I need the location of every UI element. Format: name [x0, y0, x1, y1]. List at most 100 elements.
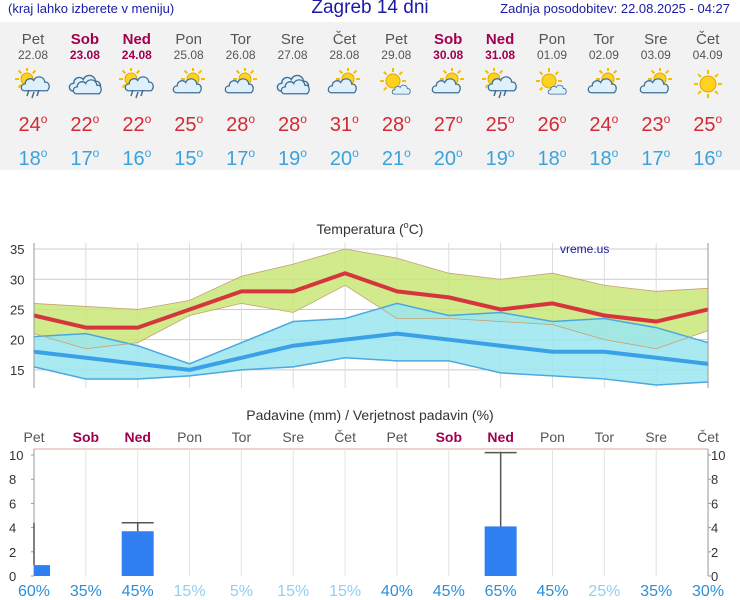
day-name: Pon: [175, 31, 203, 48]
data-point: [188, 308, 191, 311]
data-point: [344, 338, 346, 341]
y-tick-label-right: 6: [711, 496, 718, 511]
y-tick-label: 4: [9, 521, 16, 536]
degree-sign: o: [40, 112, 48, 126]
probability-label: 5%: [230, 583, 253, 600]
y-tick-label: 30: [10, 272, 24, 287]
max-temperature: 24o: [9, 108, 57, 136]
y-tick-label-right: 4: [711, 521, 718, 536]
probability-label: 35%: [640, 583, 672, 600]
day-label: Sre: [282, 429, 304, 445]
y-tick-label: 15: [10, 363, 24, 378]
data-point: [292, 344, 295, 347]
max-temperature: 25o: [476, 108, 524, 136]
max-temperature: 22o: [113, 108, 161, 136]
degree-sign: o: [404, 146, 411, 160]
min-temperature: 16o: [684, 142, 732, 170]
data-point: [85, 326, 87, 329]
min-temperature-value: 17: [226, 148, 249, 170]
degree-sign: o: [352, 146, 359, 160]
day-date: 03.09: [640, 48, 671, 62]
min-temperature-value: 16: [693, 148, 716, 170]
day-label: Tor: [595, 429, 615, 445]
min-temperature-line: [33, 331, 709, 372]
day-column: Sob 23.08 22o 17o: [61, 32, 109, 170]
sun-cloud-rain-icon: [118, 68, 154, 99]
probability-label: 35%: [70, 583, 102, 600]
day-date: 30.08: [433, 48, 464, 62]
day-label: Ned: [124, 429, 150, 445]
probability-label: 15%: [174, 583, 206, 600]
day-date: 26.08: [225, 48, 256, 62]
forecast-band: [0, 22, 740, 170]
min-temperature-value: 16: [122, 148, 145, 170]
max-temperature-value: 24: [18, 114, 41, 136]
day-label: Sob: [73, 429, 99, 445]
y-tick-label: 25: [10, 302, 24, 317]
max-temperature: 28o: [372, 108, 420, 136]
y-tick-label: 35: [10, 242, 24, 257]
max-temperature-range-band: [34, 249, 709, 349]
day-name: Sre: [280, 31, 305, 48]
degree-sign: o: [248, 112, 256, 126]
min-temperature-value: 20: [329, 148, 353, 170]
sun-cloud-icon: [587, 68, 620, 94]
min-temperature-value: 18: [537, 148, 560, 170]
day-date: 24.08: [121, 48, 152, 62]
day-name: Pet: [385, 31, 408, 48]
precipitation-bar: [484, 526, 517, 576]
degree-sign: o: [144, 146, 152, 160]
y-tick-label: 2: [9, 545, 16, 560]
day-column: Sre 03.09 23o 17o: [632, 32, 680, 170]
degree-sign: o: [455, 146, 463, 160]
max-temperature: 25o: [165, 108, 213, 136]
max-range-lower-edge: [33, 284, 709, 350]
cloudy-icon: [68, 74, 102, 95]
day-column: Ned 24.08 22o 16o: [113, 32, 161, 170]
sun-cloud-rain-icon: [15, 68, 50, 99]
day-date: 29.08: [381, 48, 412, 62]
day-date: 27.08: [277, 48, 308, 62]
page-title: Zagreb 14 dni: [311, 0, 429, 18]
sun-cloud-rain-icon: [482, 68, 517, 99]
min-temperature: 19o: [476, 142, 524, 170]
min-temperature-value: 15: [174, 148, 197, 170]
max-temperature: 24o: [580, 108, 628, 136]
day-name: Sre: [644, 31, 668, 48]
min-temperature: 17o: [217, 142, 265, 170]
min-temperature: 20o: [424, 142, 472, 170]
day-name: Čet: [696, 31, 720, 48]
degree-sign: o: [196, 112, 204, 126]
max-temperature: 26o: [528, 108, 576, 136]
max-temperature-value: 24: [589, 114, 612, 136]
day-column: Tor 02.09 24o 18o: [580, 32, 628, 170]
min-temperature-value: 18: [18, 148, 41, 170]
max-temperature: 31o: [320, 108, 368, 136]
degree-sign: o: [404, 112, 411, 126]
min-temperature: 15o: [165, 142, 213, 170]
day-column: Tor 26.08 28o 17o: [217, 32, 265, 170]
day-column: Ned 31.08 25o 19o: [476, 32, 524, 170]
precipitation-bar: [34, 565, 50, 576]
max-range-upper-edge: [33, 248, 709, 310]
data-point: [551, 350, 554, 353]
day-name: Tor: [230, 31, 252, 48]
min-temperature-value: 17: [70, 148, 93, 170]
day-column: Sob 30.08 27o 20o: [424, 32, 472, 170]
min-temperature: 18o: [528, 142, 576, 170]
data-point: [136, 326, 139, 329]
degree-sign: o: [92, 146, 100, 160]
day-date: 01.09: [536, 48, 568, 62]
day-name: Pet: [21, 31, 45, 48]
location-hint: (kraj lahko izberete v meniju): [8, 1, 175, 16]
max-temperature-value: 23: [641, 114, 664, 136]
y-tick-label-right: 2: [711, 545, 718, 560]
data-point: [448, 338, 450, 341]
day-date: 31.08: [485, 48, 516, 62]
y-tick-label-right: 10: [711, 448, 725, 463]
day-column: Pon 01.09 26o 18o: [528, 32, 576, 170]
data-point: [396, 290, 398, 293]
day-column: Pet 29.08 28o 21o: [372, 32, 420, 170]
data-point: [655, 320, 657, 323]
y-tick-label: 20: [10, 333, 24, 348]
